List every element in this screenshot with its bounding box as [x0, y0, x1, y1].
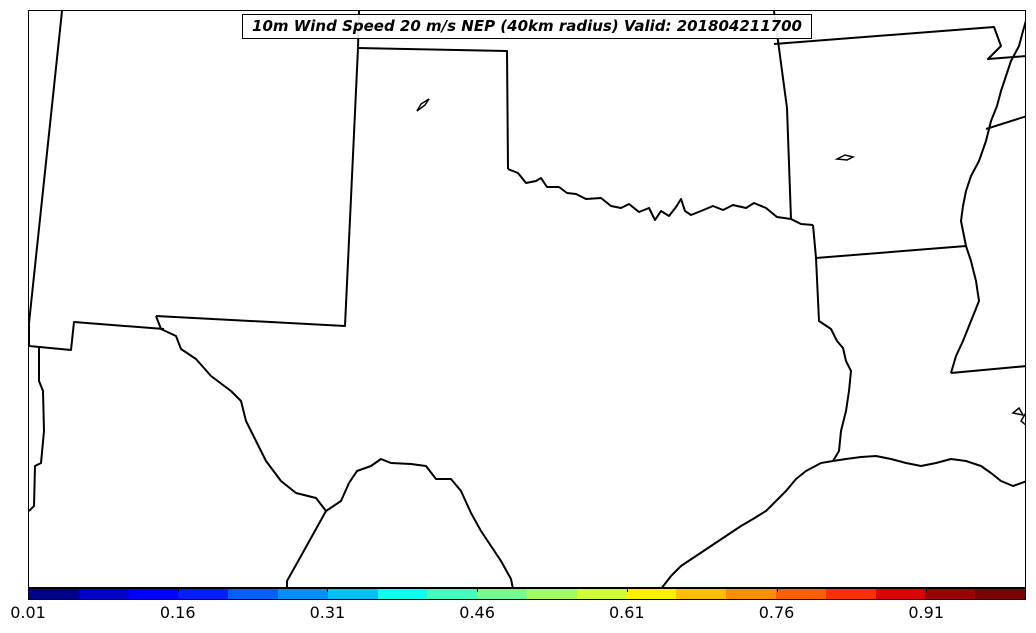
- border-tx-nm-west: [155, 47, 359, 327]
- colorbar-segment: [925, 589, 976, 599]
- colorbar-segment: [975, 589, 1025, 599]
- map-frame[interactable]: [28, 10, 1026, 588]
- border-ms-river: [950, 20, 1025, 374]
- border-mo-ar: [773, 26, 1025, 60]
- colorbar-tick-mark: [926, 588, 928, 592]
- border-ar-la: [815, 245, 967, 259]
- colorbar-tick-label: 0.31: [309, 603, 346, 622]
- lake-ozark: [834, 154, 856, 161]
- colorbar-tick-label: 0.76: [758, 603, 795, 622]
- coastline-louisiana: [832, 455, 1025, 487]
- border-ms-la: [950, 365, 1025, 374]
- colorbar-segment: [228, 589, 278, 599]
- colorbar-tick-label: 0.61: [608, 603, 645, 622]
- lake-meredith: [416, 98, 430, 112]
- coastline-gulf: [661, 460, 834, 587]
- colorbar-segment: [477, 589, 527, 599]
- colorbar-tick-label: 0.16: [159, 603, 196, 622]
- colorbar-tick-label: 0.46: [459, 603, 495, 622]
- colorbar-segment: [29, 589, 79, 599]
- colorbar-segment: [178, 589, 229, 599]
- border-nm-mexico: [29, 321, 165, 351]
- colorbar-tick-mark: [177, 588, 179, 592]
- colorbar-segment: [875, 589, 926, 599]
- border-red-river: [507, 168, 814, 226]
- colorbar-tick-mark: [626, 588, 628, 592]
- colorbar-tick-mark: [477, 588, 479, 592]
- border-mexico-chihuahua: [29, 346, 45, 512]
- border-ok-panhandle: [357, 47, 509, 170]
- colorbar-segment: [676, 589, 727, 599]
- island-la-1: [1011, 406, 1025, 417]
- colorbar: [28, 588, 1026, 600]
- colorbar-segment: [626, 589, 677, 599]
- map-svg: [29, 11, 1025, 587]
- colorbar-segment: [427, 589, 478, 599]
- colorbar-tick-mark: [327, 588, 329, 592]
- colorbar-segment: [128, 589, 179, 599]
- colorbar-tick-mark: [28, 588, 29, 592]
- colorbar-segment: [726, 589, 776, 599]
- border-tx-east: [812, 224, 852, 462]
- border-mexico-coahuila: [286, 510, 327, 587]
- island-la-2: [1020, 412, 1025, 426]
- border-rio-grande: [155, 315, 514, 587]
- colorbar-segment: [576, 589, 627, 599]
- border-az-nm: [29, 11, 63, 324]
- colorbar-tick-label: 0.01: [10, 603, 46, 622]
- colorbar-segment: [277, 589, 328, 599]
- colorbar-tick-mark: [776, 588, 778, 592]
- colorbar-segment: [775, 589, 826, 599]
- colorbar-segment: [327, 589, 378, 599]
- colorbar-segment: [78, 589, 129, 599]
- colorbar-tick-label: 0.91: [908, 603, 944, 622]
- map-title: 10m Wind Speed 20 m/s NEP (40km radius) …: [242, 14, 812, 39]
- colorbar-segment: [377, 589, 428, 599]
- colorbar-segment: [526, 589, 577, 599]
- colorbar-segment: [825, 589, 876, 599]
- border-tn-ms: [985, 115, 1025, 130]
